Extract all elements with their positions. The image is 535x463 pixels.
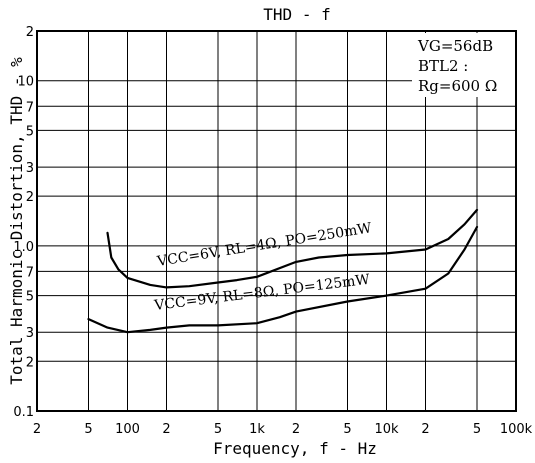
conditions-box: VG=56dB BTL2 : Rg=600 Ω [412, 33, 515, 97]
x-tick-label: 1k [249, 422, 265, 437]
x-tick-label: 5 [214, 422, 222, 437]
condition-line-2: BTL2 : [418, 57, 468, 75]
y-tick-label: 2 [26, 25, 34, 40]
x-tick-label: 5 [84, 422, 92, 437]
y-tick-label: 2 [26, 355, 34, 370]
x-tick-label: 100k [500, 422, 533, 437]
x-tick-label: 2 [162, 422, 170, 437]
x-tick-label: 2 [33, 422, 41, 437]
x-tick-label: 100 [115, 422, 140, 437]
x-tick-label: 10k [374, 422, 399, 437]
y-tick-label: 2 [26, 190, 34, 205]
y-tick-label: 7 [26, 265, 34, 280]
x-tick-label: 5 [343, 422, 351, 437]
x-tick-label: 2 [292, 422, 300, 437]
series-line-1 [106, 208, 479, 289]
series-line-2 [87, 225, 479, 334]
curve-label-vcc-9v: VCC=9V, RL=8Ω, PO=125mW [153, 272, 372, 314]
y-axis-label: Total Harmonic Distortion, THD - % [7, 57, 26, 385]
x-axis-label: Frequency, f - Hz [213, 439, 377, 458]
y-tick-label: 10 [17, 75, 34, 90]
curve-label-vcc-6v: VCC=6V, RL=4Ω, PO=250mW [155, 220, 373, 270]
y-tick-label: 7 [26, 100, 34, 115]
horizontal-gridlines [37, 80, 516, 362]
plot-frame [36, 30, 517, 412]
y-tick-label: 1.0 [13, 240, 34, 255]
y-tick-labels: 0.1 2 3 5 7 1.0 2 3 5 7 10 2 [13, 25, 34, 420]
y-tick-label: 0.1 [13, 405, 34, 420]
conditions-background [412, 33, 515, 97]
y-tick-label: 3 [26, 161, 34, 176]
y-tick-label: 5 [26, 290, 34, 305]
vertical-gridlines [88, 31, 478, 411]
y-tick-label: 5 [26, 124, 34, 139]
x-tick-labels: 2 5 100 2 5 1k 2 5 10k 2 5 100k [33, 422, 533, 437]
condition-line-1: VG=56dB [417, 37, 493, 55]
condition-line-3: Rg=600 Ω [418, 77, 497, 95]
x-tick-label: 2 [421, 422, 429, 437]
series-lines [87, 208, 479, 334]
y-tick-label: 3 [26, 326, 34, 341]
x-tick-label: 5 [473, 422, 481, 437]
chart-title: THD - f [263, 5, 330, 24]
